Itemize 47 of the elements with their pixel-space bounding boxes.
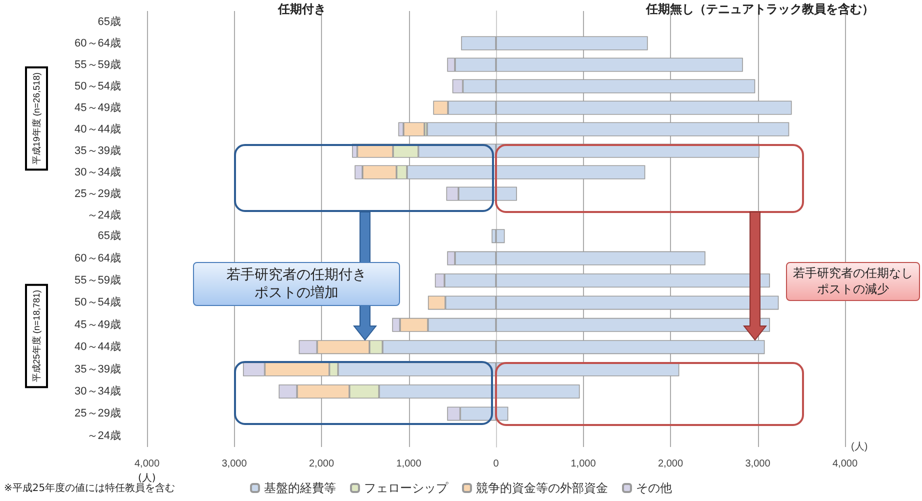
x-tick-label: 4,000 [134,458,160,470]
x-axis-title: (人) [851,442,868,452]
bar [496,165,646,180]
legend-label: フェローシップ [364,481,449,495]
x-tick-label: 3,000 [745,458,771,470]
y-tick-label: 25～29歳 [74,186,121,200]
legend-label: その他 [636,481,672,495]
y-tick-label: ～24歳 [86,208,121,222]
callout-box: 若手研究者の任期なしポストの減少 [786,262,920,302]
y-tick-label: 45～49歳 [74,100,121,114]
y-tick-label: 55～59歳 [74,274,121,286]
x-tick-label: 4,000 [832,458,858,470]
x-tick-label: 2,000 [308,458,334,470]
y-tick-label: 40～44歳 [74,122,121,136]
x-tick-label: 2,000 [658,458,684,470]
x-tick-label: 3,000 [222,458,248,470]
text: ※平成25年度の値には特任教員を含む [4,483,176,494]
y-tick-label: 30～34歳 [74,165,121,178]
y-tick-label: 60～64歳 [74,36,121,50]
bar [496,384,580,398]
x-tick-label: 1,000 [570,458,596,470]
y-tick-label: 50～54歳 [74,79,121,92]
y-tick-label: ～24歳 [86,428,121,442]
y-tick-label: 50～54歳 [74,296,121,309]
bar [496,186,517,201]
y-tick-label: 30～34歳 [74,384,121,398]
y-tick-label: 25～29歳 [74,406,121,420]
y-tick-label: 55～59歳 [74,58,121,71]
legend-label: 基盤的経費等 [264,481,336,495]
x-tick-label: 0 [493,458,500,470]
y-tick-label: 60～64歳 [74,251,121,264]
annotation: 任期無し（テニュアトラック教員を含む） [646,2,874,16]
y-tick-label: 65歳 [98,229,121,242]
y-tick-label: 40～44歳 [74,340,121,354]
y-axis-title: 平成19年度 (n=26,518) [32,72,42,165]
text: (人) [138,473,156,484]
legend-label: 競争的資金等の外部資金 [476,481,608,495]
x-tick-label: 1,000 [396,458,422,470]
y-tick-label: 35～39歳 [74,144,121,157]
y-tick-label: 35～39歳 [74,362,121,376]
annotation: 若手研究者の任期付きポストの増加 [225,266,368,302]
callout-box: 若手研究者の任期付きポストの増加 [193,262,400,306]
annotation: 若手研究者の任期なしポストの減少 [792,266,914,298]
y-tick-label: 65歳 [98,14,121,28]
annotation: 任期付き [278,2,326,16]
y-axis-title: 平成25年度 (n=18,781) [32,290,42,382]
y-tick-label: 45～49歳 [74,318,121,331]
